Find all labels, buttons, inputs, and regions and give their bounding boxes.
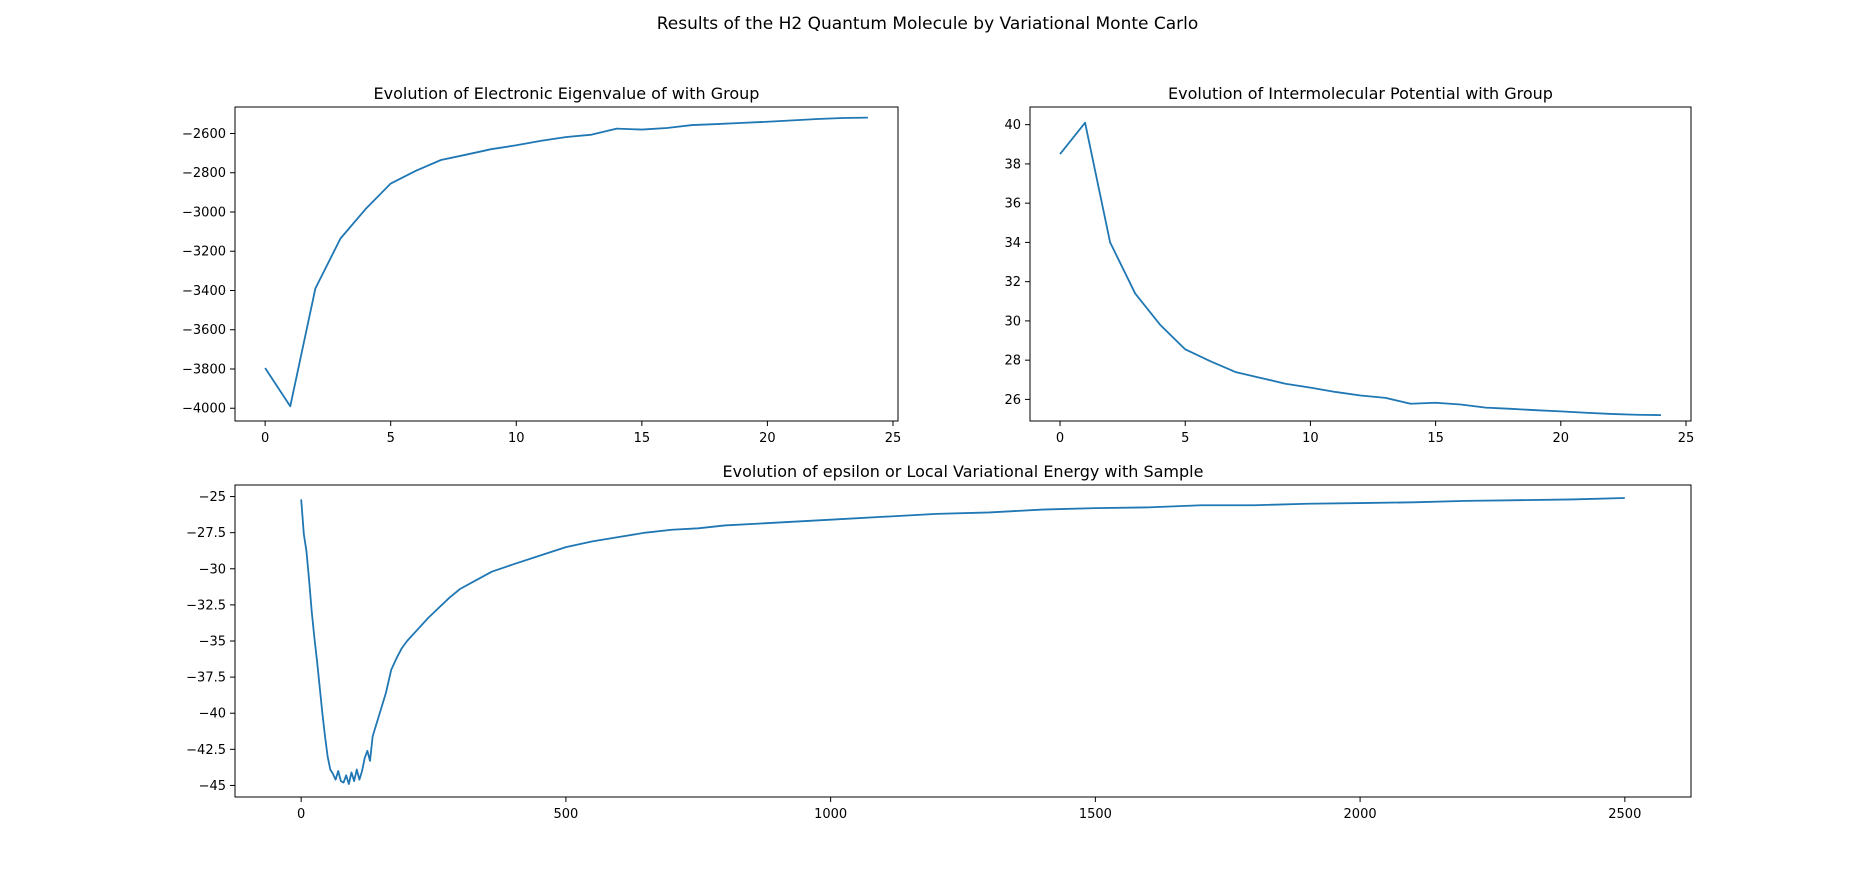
chart-title: Evolution of Intermolecular Potential wi…	[1168, 84, 1553, 103]
y-tick-label: −35	[199, 635, 226, 650]
axes-frame	[1029, 106, 1692, 422]
y-tick-label: −45	[199, 779, 226, 794]
series-line	[1059, 121, 1661, 417]
y-tick-label: −30	[199, 562, 226, 577]
y-tick-label: 30	[1004, 314, 1021, 329]
y-tick-label: 36	[1004, 197, 1021, 212]
x-tick-label: 25	[1678, 431, 1695, 446]
x-tick-label: 0	[297, 807, 305, 822]
y-tick-label: −37.5	[186, 671, 226, 686]
chart-panel-local-energy: Evolution of epsilon or Local Variationa…	[186, 462, 1692, 822]
x-tick-label: 0	[261, 431, 269, 446]
x-tick-label: 5	[387, 431, 395, 446]
x-tick-label: 2500	[1608, 807, 1641, 822]
x-tick-label: 5	[1181, 431, 1189, 446]
x-tick-label: 20	[759, 431, 776, 446]
x-tick-label: 15	[634, 431, 651, 446]
y-tick-label: 40	[1004, 118, 1021, 133]
y-tick-label: −3200	[182, 245, 226, 260]
y-tick-label: 26	[1004, 393, 1021, 408]
y-tick-label: 28	[1004, 354, 1021, 369]
y-tick-label: −2800	[182, 166, 226, 181]
y-tick-label: −32.5	[186, 598, 226, 613]
chart-title: Evolution of epsilon or Local Variationa…	[723, 462, 1204, 481]
y-tick-label: −2600	[182, 127, 226, 142]
x-tick-label: 1000	[814, 807, 847, 822]
x-tick-label: 20	[1553, 431, 1570, 446]
x-tick-label: 15	[1427, 431, 1444, 446]
series-line	[264, 116, 868, 408]
series-line	[300, 497, 1625, 785]
y-tick-label: 38	[1004, 157, 1021, 172]
x-tick-label: 500	[553, 807, 578, 822]
x-tick-label: 10	[508, 431, 525, 446]
axes-frame	[234, 106, 899, 422]
y-tick-label: −25	[199, 490, 226, 505]
y-tick-label: 34	[1004, 236, 1021, 251]
chart-title: Evolution of Electronic Eigenvalue of wi…	[374, 84, 760, 103]
x-tick-label: 25	[885, 431, 902, 446]
y-tick-label: −42.5	[186, 743, 226, 758]
y-tick-label: −27.5	[186, 526, 226, 541]
x-tick-label: 1500	[1079, 807, 1112, 822]
y-tick-label: 32	[1004, 275, 1021, 290]
chart-panel-potential: Evolution of Intermolecular Potential wi…	[1004, 84, 1694, 446]
x-tick-label: 10	[1302, 431, 1319, 446]
chart-panel-eigenvalue: Evolution of Electronic Eigenvalue of wi…	[182, 84, 901, 446]
y-tick-label: −3400	[182, 284, 226, 299]
y-tick-label: −3000	[182, 205, 226, 220]
x-tick-label: 2000	[1344, 807, 1377, 822]
y-tick-label: −3600	[182, 323, 226, 338]
x-tick-label: 0	[1056, 431, 1064, 446]
figure-suptitle: Results of the H2 Quantum Molecule by Va…	[656, 14, 1199, 34]
y-tick-label: −40	[199, 707, 226, 722]
y-tick-label: −3800	[182, 362, 226, 377]
y-tick-label: −4000	[182, 402, 226, 417]
axes-frame	[234, 484, 1692, 798]
